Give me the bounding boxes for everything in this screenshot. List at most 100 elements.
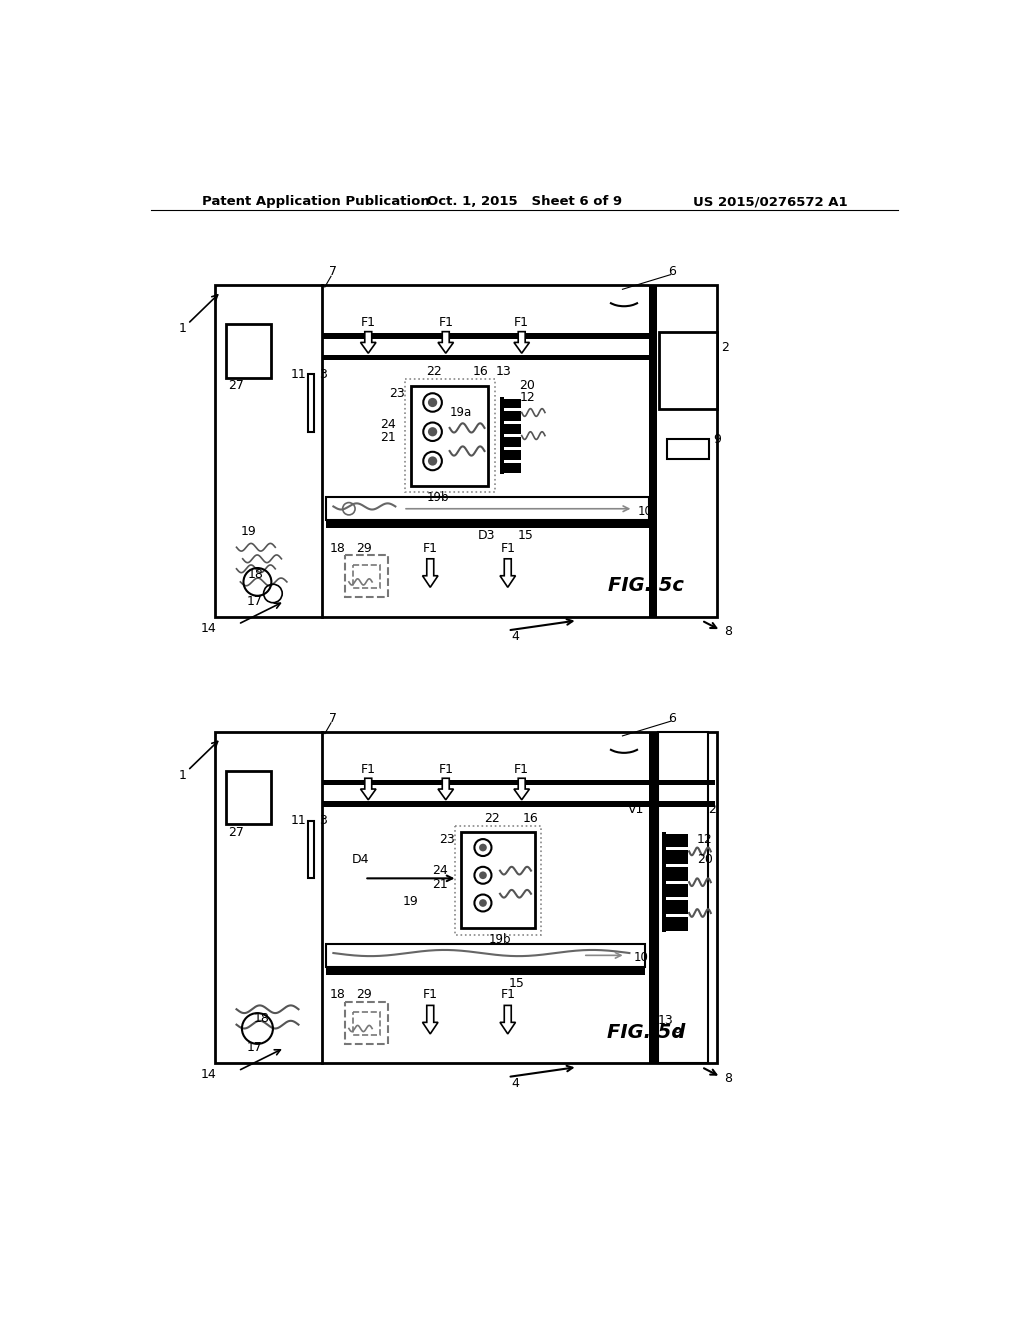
Bar xyxy=(504,412,521,421)
Bar xyxy=(308,821,314,878)
Polygon shape xyxy=(360,779,376,800)
Polygon shape xyxy=(423,558,438,587)
Text: 23: 23 xyxy=(389,387,404,400)
Bar xyxy=(658,733,709,1063)
Text: 9: 9 xyxy=(713,433,721,446)
Text: 15: 15 xyxy=(508,977,524,990)
Bar xyxy=(308,374,314,432)
Bar xyxy=(322,801,716,807)
Text: 20: 20 xyxy=(696,853,713,866)
Text: 16: 16 xyxy=(523,812,539,825)
Bar xyxy=(504,450,521,459)
Circle shape xyxy=(423,451,442,470)
Bar xyxy=(411,385,488,486)
Bar xyxy=(215,285,717,616)
Text: 19a: 19a xyxy=(451,407,472,418)
Text: 29: 29 xyxy=(356,989,373,1001)
Text: 3: 3 xyxy=(319,367,328,380)
Text: 3: 3 xyxy=(319,814,328,828)
Text: 4: 4 xyxy=(512,630,519,643)
Circle shape xyxy=(474,867,492,884)
Bar xyxy=(666,900,687,913)
Bar xyxy=(326,520,649,528)
Bar xyxy=(666,850,687,865)
Text: Patent Application Publication: Patent Application Publication xyxy=(202,195,429,209)
Bar xyxy=(667,440,710,459)
Text: F1: F1 xyxy=(501,989,515,1001)
Text: F1: F1 xyxy=(514,315,529,329)
Text: 21: 21 xyxy=(432,878,447,891)
Polygon shape xyxy=(500,1006,515,1034)
Bar xyxy=(455,826,541,935)
Circle shape xyxy=(474,840,492,855)
Polygon shape xyxy=(514,331,529,354)
Bar xyxy=(650,733,658,1063)
Circle shape xyxy=(428,457,437,466)
Text: 13: 13 xyxy=(496,366,512,379)
Bar xyxy=(666,834,687,847)
Text: 21: 21 xyxy=(380,432,395,445)
Polygon shape xyxy=(438,331,454,354)
Bar xyxy=(504,424,521,434)
Circle shape xyxy=(479,871,486,879)
Text: 24: 24 xyxy=(380,417,395,430)
Text: 14: 14 xyxy=(201,622,216,635)
Bar xyxy=(504,399,521,408)
Bar xyxy=(658,331,717,409)
Polygon shape xyxy=(438,779,454,800)
Bar xyxy=(504,437,521,447)
Bar xyxy=(322,355,649,360)
Text: F1: F1 xyxy=(438,763,454,776)
Text: 18: 18 xyxy=(330,989,345,1001)
Text: 6: 6 xyxy=(668,265,676,279)
Text: 11: 11 xyxy=(291,367,306,380)
Text: F1: F1 xyxy=(423,541,437,554)
Bar xyxy=(649,285,656,616)
Text: 23: 23 xyxy=(439,833,456,846)
Text: US 2015/0276572 A1: US 2015/0276572 A1 xyxy=(693,195,848,209)
Text: 20: 20 xyxy=(519,379,536,392)
Text: FIG. 5c: FIG. 5c xyxy=(608,577,684,595)
Text: 12: 12 xyxy=(519,391,535,404)
Bar xyxy=(322,780,716,785)
Text: 12: 12 xyxy=(696,833,713,846)
Text: FIG. 5d: FIG. 5d xyxy=(606,1023,685,1041)
Polygon shape xyxy=(514,779,529,800)
Text: 16: 16 xyxy=(473,366,488,379)
Text: 14: 14 xyxy=(201,1068,216,1081)
Bar xyxy=(215,733,717,1063)
Text: F1: F1 xyxy=(360,763,376,776)
Text: 15: 15 xyxy=(518,529,534,543)
Text: F1: F1 xyxy=(423,989,437,1001)
Text: 19: 19 xyxy=(241,525,256,539)
Text: 1: 1 xyxy=(178,768,186,781)
Bar xyxy=(352,1011,380,1035)
Text: 2: 2 xyxy=(721,341,729,354)
Text: 7: 7 xyxy=(330,265,337,279)
Text: 19: 19 xyxy=(403,895,419,908)
Text: 7: 7 xyxy=(330,711,337,725)
Circle shape xyxy=(474,895,492,911)
Text: 29: 29 xyxy=(356,541,373,554)
Bar xyxy=(322,333,649,339)
Bar xyxy=(226,771,271,825)
Bar xyxy=(404,379,495,492)
Text: F1: F1 xyxy=(360,315,376,329)
Bar xyxy=(461,832,535,928)
Text: 18: 18 xyxy=(248,568,264,581)
Circle shape xyxy=(428,428,437,437)
Text: 6: 6 xyxy=(668,711,676,725)
Bar xyxy=(666,884,687,898)
Text: 27: 27 xyxy=(228,379,245,392)
Bar xyxy=(326,944,645,966)
Text: F1: F1 xyxy=(501,541,515,554)
Text: V1: V1 xyxy=(628,803,644,816)
Text: Oct. 1, 2015   Sheet 6 of 9: Oct. 1, 2015 Sheet 6 of 9 xyxy=(427,195,623,209)
Text: 2: 2 xyxy=(709,803,716,816)
Bar xyxy=(345,1002,388,1044)
Text: 4: 4 xyxy=(512,1077,519,1090)
Circle shape xyxy=(479,843,486,851)
Bar xyxy=(345,554,388,597)
Text: 8: 8 xyxy=(724,626,732,639)
Text: 13: 13 xyxy=(658,1014,674,1027)
